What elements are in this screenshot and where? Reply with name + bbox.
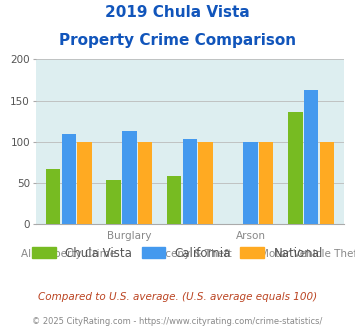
Bar <box>46 169 60 224</box>
Bar <box>77 142 92 224</box>
Text: 2019 Chula Vista: 2019 Chula Vista <box>105 5 250 20</box>
Bar <box>243 142 258 224</box>
Text: Larceny & Theft: Larceny & Theft <box>148 249 231 259</box>
Bar <box>288 112 302 224</box>
Text: Compared to U.S. average. (U.S. average equals 100): Compared to U.S. average. (U.S. average … <box>38 292 317 302</box>
Bar <box>183 139 197 224</box>
Text: © 2025 CityRating.com - https://www.cityrating.com/crime-statistics/: © 2025 CityRating.com - https://www.city… <box>32 317 323 326</box>
Bar <box>304 90 318 224</box>
Text: All Property Crime: All Property Crime <box>21 249 116 259</box>
Text: Motor Vehicle Theft: Motor Vehicle Theft <box>261 249 355 259</box>
Text: Property Crime Comparison: Property Crime Comparison <box>59 33 296 48</box>
Bar <box>167 176 181 224</box>
Bar <box>138 142 152 224</box>
Bar <box>106 180 121 224</box>
Text: Burglary: Burglary <box>107 231 152 241</box>
Bar <box>61 134 76 224</box>
Text: Arson: Arson <box>235 231 266 241</box>
Bar <box>259 142 273 224</box>
Bar <box>320 142 334 224</box>
Legend: Chula Vista, California, National: Chula Vista, California, National <box>29 243 326 263</box>
Bar <box>198 142 213 224</box>
Bar <box>122 131 137 224</box>
